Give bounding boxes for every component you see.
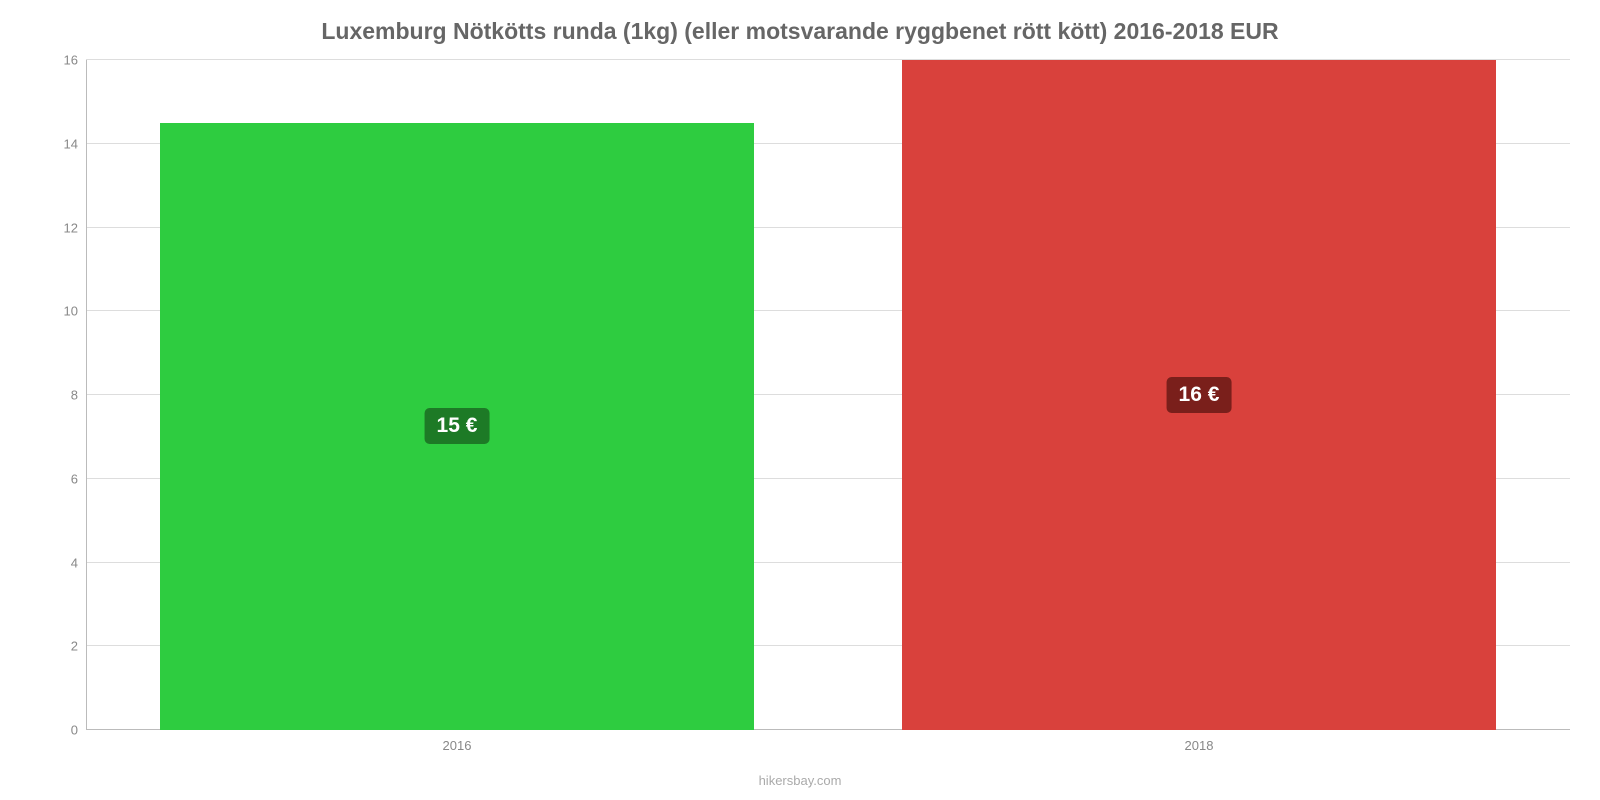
plot-area: 0246810121416 15 €16 € 20162018 (50, 60, 1570, 730)
y-tick: 14 (64, 136, 78, 151)
x-tick-label: 2018 (1185, 738, 1214, 753)
bars-group: 15 € 16 € (86, 60, 1570, 730)
bar-value-label: 15 € (425, 408, 490, 444)
y-tick: 4 (71, 555, 78, 570)
chart-title: Luxemburg Nötkötts runda (1kg) (eller mo… (0, 0, 1600, 45)
y-tick: 6 (71, 471, 78, 486)
x-tick-label: 2016 (443, 738, 472, 753)
x-labels: 2016 2018 (86, 738, 1570, 758)
bar-value-label: 16 € (1167, 377, 1232, 413)
y-tick: 8 (71, 388, 78, 403)
y-tick: 2 (71, 639, 78, 654)
y-axis: 0246810121416 (50, 60, 86, 730)
bar: 15 € (160, 123, 754, 730)
y-tick: 10 (64, 304, 78, 319)
y-tick: 0 (71, 723, 78, 738)
y-tick: 16 (64, 53, 78, 68)
attribution: hikersbay.com (0, 773, 1600, 788)
bar: 16 € (902, 60, 1496, 730)
chart-container: Luxemburg Nötkötts runda (1kg) (eller mo… (0, 0, 1600, 800)
y-tick: 12 (64, 220, 78, 235)
